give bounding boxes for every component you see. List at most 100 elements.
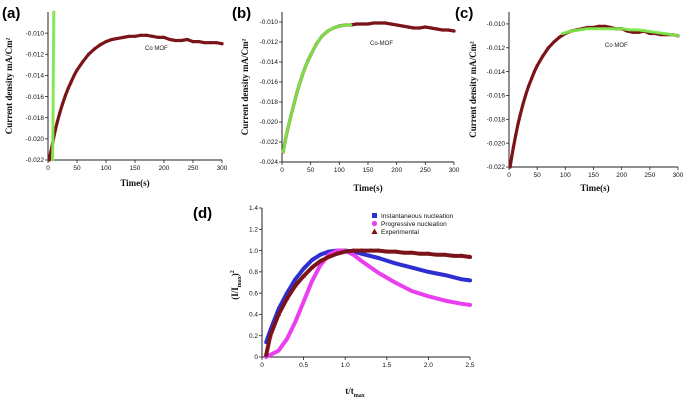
experimental-point bbox=[529, 77, 534, 81]
experimental-point bbox=[527, 84, 531, 88]
experimental-point bbox=[185, 37, 189, 42]
x-tick-label: 150 bbox=[130, 165, 141, 172]
progressive-marker bbox=[426, 294, 431, 299]
y-tick-label: 1.2 bbox=[249, 226, 258, 233]
experimental-point bbox=[116, 36, 120, 41]
experimental-point bbox=[372, 21, 376, 25]
x-tick-label: 150 bbox=[363, 167, 374, 174]
progressive-marker bbox=[293, 320, 298, 324]
y-tick-label: -0.018 bbox=[260, 99, 279, 106]
y-axis-label: (I/Imax)2 bbox=[230, 270, 243, 300]
x-tick-label: 0 bbox=[280, 167, 284, 174]
experimental-marker bbox=[417, 251, 423, 256]
y-tick-label: -0.016 bbox=[260, 79, 279, 86]
legend-swatch-circle bbox=[371, 220, 378, 227]
experimental-point bbox=[406, 25, 410, 29]
experimental-marker bbox=[426, 251, 431, 256]
experimental-point bbox=[121, 35, 125, 39]
instantaneous-marker bbox=[326, 250, 331, 254]
instantaneous-marker bbox=[264, 340, 268, 344]
progressive-marker bbox=[335, 248, 339, 253]
y-tick-label: 1.0 bbox=[249, 248, 258, 255]
experimental-marker bbox=[351, 247, 356, 253]
y-tick-label: 0 bbox=[254, 354, 258, 361]
y-tick-label: -0.010 bbox=[260, 19, 279, 26]
y-axis-label-main: (I/I bbox=[230, 287, 240, 300]
instantaneous-marker bbox=[318, 253, 322, 257]
x-tick-label: 300 bbox=[217, 165, 228, 172]
experimental-point bbox=[133, 34, 137, 38]
experimental-point bbox=[435, 27, 439, 31]
experimental-marker bbox=[326, 254, 331, 259]
experimental-point bbox=[508, 165, 512, 169]
instantaneous-marker bbox=[460, 277, 464, 281]
y-tick-label: -0.020 bbox=[487, 140, 506, 147]
experimental-marker bbox=[301, 273, 306, 278]
instantaneous-marker bbox=[426, 270, 430, 274]
experimental-marker bbox=[276, 311, 282, 317]
experimental-point bbox=[81, 60, 85, 64]
legend-label: Progressive nucleation bbox=[381, 221, 447, 228]
y-tick-label: -0.010 bbox=[487, 21, 506, 28]
experimental-marker bbox=[342, 249, 348, 254]
experimental-point bbox=[532, 70, 536, 74]
experimental-marker bbox=[401, 250, 406, 255]
x-tick-label: 250 bbox=[188, 165, 199, 172]
experimental-point bbox=[104, 40, 108, 44]
experimental-point bbox=[110, 37, 114, 42]
experimental-point bbox=[535, 64, 539, 68]
x-tick-label: 200 bbox=[616, 172, 627, 179]
panel-letter: (a) bbox=[2, 5, 20, 22]
experimental-point bbox=[395, 23, 399, 27]
y-tick-label: -0.016 bbox=[487, 93, 506, 100]
panel-a: 0 50 100 150 200 250 300 -0.022 -0.020 -0.018 -0.0… bbox=[2, 5, 228, 188]
experimental-point bbox=[389, 22, 393, 26]
experimental-point bbox=[174, 38, 178, 43]
instantaneous-marker bbox=[410, 266, 414, 270]
experimental-marker bbox=[376, 247, 381, 253]
x-tick-label: 100 bbox=[101, 165, 112, 172]
y-tick-label: -0.014 bbox=[487, 69, 506, 76]
experimental-point bbox=[162, 35, 166, 39]
experimental-point bbox=[197, 40, 201, 44]
x-tick-label: 200 bbox=[391, 167, 402, 174]
x-tick-label: 300 bbox=[673, 172, 684, 179]
x-tick-label: 250 bbox=[644, 172, 655, 179]
experimental-point bbox=[541, 54, 545, 58]
experimental-point bbox=[145, 33, 149, 37]
x-tick-label: 0 bbox=[260, 362, 264, 369]
progressive-marker bbox=[459, 301, 464, 306]
instantaneous-marker bbox=[443, 273, 447, 277]
y-tick-label: -0.010 bbox=[26, 30, 45, 37]
instantaneous-marker bbox=[293, 277, 297, 281]
experimental-point bbox=[127, 34, 131, 38]
y-tick-label: -0.012 bbox=[260, 39, 279, 46]
instantaneous-marker bbox=[277, 307, 281, 311]
panel-b: 0 50 100 150 200 250 300 -0.024 -0.022 -0.020 -0.0… bbox=[232, 5, 460, 193]
y-tick-label: -0.024 bbox=[260, 159, 279, 166]
experimental-point bbox=[558, 35, 562, 39]
panel-letter: (d) bbox=[193, 205, 212, 222]
experimental-point bbox=[429, 26, 433, 30]
x-tick-label: 0.5 bbox=[299, 362, 308, 369]
instantaneous-marker bbox=[302, 267, 306, 271]
y-tick-label: 0.6 bbox=[249, 290, 258, 297]
experimental-point bbox=[72, 73, 76, 78]
experimental-point bbox=[203, 41, 207, 45]
legend-label: Experimental bbox=[381, 229, 419, 236]
y-tick-label: -0.022 bbox=[26, 157, 45, 164]
series-annotation: Co MOF bbox=[145, 46, 168, 52]
experimental-point bbox=[47, 158, 51, 162]
y-tick-label: -0.018 bbox=[26, 115, 45, 122]
experimental-marker bbox=[267, 333, 273, 338]
experimental-point bbox=[366, 22, 370, 26]
y-tick-label: 1.4 bbox=[249, 205, 258, 212]
experimental-point bbox=[139, 33, 143, 37]
experimental-series-line bbox=[508, 24, 680, 169]
experimental-marker bbox=[392, 249, 398, 254]
experimental-point bbox=[440, 28, 445, 32]
y-tick-label: -0.020 bbox=[260, 119, 279, 126]
progressive-marker bbox=[443, 298, 447, 303]
experimental-marker bbox=[450, 253, 456, 258]
